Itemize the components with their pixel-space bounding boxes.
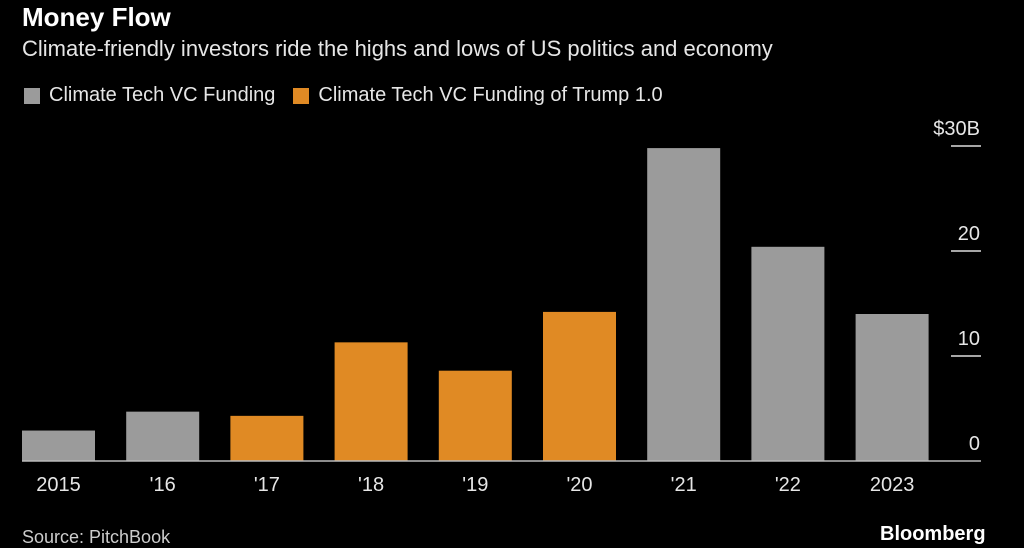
bar-22	[751, 246, 825, 461]
x-tick-label: '16	[150, 474, 176, 496]
bar-2015	[22, 430, 95, 461]
x-tick-label: 2023	[870, 474, 915, 496]
legend: Climate Tech VC Funding Climate Tech VC …	[24, 84, 681, 107]
bar-17	[230, 415, 304, 461]
bar-18	[334, 342, 408, 461]
bar-20	[543, 311, 616, 461]
x-tick-label: '21	[671, 474, 697, 496]
bar-16	[126, 411, 200, 461]
x-tick-label: '22	[775, 474, 801, 496]
bar-21	[647, 148, 721, 461]
x-tick-label: '20	[566, 474, 592, 496]
y-tick-label: 10	[958, 328, 980, 350]
legend-item-trump: Climate Tech VC Funding of Trump 1.0	[293, 84, 663, 107]
y-tick-label: 0	[969, 433, 980, 455]
legend-swatch-gray	[24, 87, 40, 104]
legend-label: Climate Tech VC Funding	[49, 84, 276, 106]
y-tick-label: $30B	[933, 118, 980, 140]
chart-subtitle: Climate-friendly investors ride the high…	[22, 36, 773, 61]
legend-swatch-orange	[293, 87, 310, 104]
bar-2023	[855, 314, 929, 461]
x-tick-label: 2015	[36, 474, 81, 496]
bar-19	[438, 370, 512, 461]
chart-title: Money Flow	[22, 2, 171, 32]
x-tick-label: '18	[358, 474, 384, 496]
y-tick-label: 20	[958, 223, 980, 245]
legend-label: Climate Tech VC Funding of Trump 1.0	[318, 84, 663, 106]
x-tick-label: '17	[254, 474, 280, 496]
brand-logo: Bloomberg	[880, 523, 986, 545]
x-tick-label: '19	[462, 474, 488, 496]
legend-item-funding: Climate Tech VC Funding	[24, 84, 275, 107]
